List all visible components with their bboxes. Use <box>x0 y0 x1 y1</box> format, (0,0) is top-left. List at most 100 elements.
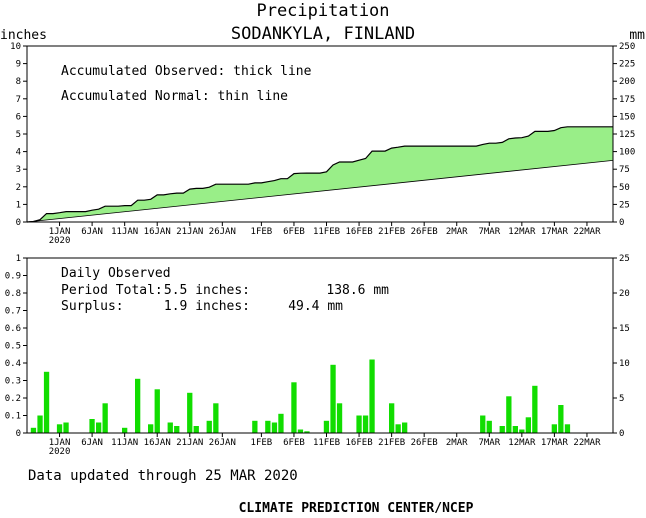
daily-title: Daily Observed <box>61 266 171 281</box>
x-tick-label: 22MAR <box>573 227 601 237</box>
y-tick-label: 0.1 <box>5 412 21 422</box>
daily-bar <box>56 424 63 434</box>
y2-tick-label: 250 <box>619 42 635 52</box>
x-tick-label: 16JAN <box>144 227 171 237</box>
x-tick-label: 12MAR <box>508 438 536 448</box>
y-tick-label: 0 <box>16 429 21 439</box>
daily-bar <box>362 415 369 433</box>
daily-bar <box>278 413 284 434</box>
x-tick-label: 1JAN <box>49 438 71 448</box>
y-tick-label: 0.6 <box>5 324 21 334</box>
daily-bar <box>187 392 193 434</box>
y2-tick-label: 75 <box>619 165 630 175</box>
y-tick-label: 0.5 <box>5 342 21 352</box>
y-tick-label: 8 <box>16 77 21 87</box>
y-tick-label: 5 <box>16 130 21 140</box>
daily-bar <box>193 426 199 433</box>
daily-bar <box>213 403 219 434</box>
x-tick-label: 26JAN <box>209 438 236 448</box>
daily-bar <box>96 422 102 433</box>
x-tick-label: 11JAN <box>111 227 138 237</box>
daily-bar <box>297 429 304 433</box>
daily-bar <box>135 378 141 434</box>
x-tick-label: 6FEB <box>283 438 305 448</box>
accumulated-area-layer <box>26 126 614 223</box>
x-tick-label: 21FEB <box>378 227 405 237</box>
daily-bar <box>389 403 395 434</box>
chart-title: Precipitation <box>256 1 389 21</box>
daily-bar <box>174 426 180 433</box>
daily-bar <box>252 420 258 434</box>
daily-bar <box>37 415 43 433</box>
y2-tick-label: 20 <box>619 289 630 299</box>
y2-tick-label: 15 <box>619 324 630 334</box>
daily-bar <box>330 364 336 434</box>
daily-bar <box>551 424 557 434</box>
observed-line <box>26 126 613 223</box>
left-unit-label: inches <box>0 28 47 43</box>
y2-tick-label: 0 <box>619 429 624 439</box>
daily-bar <box>154 389 160 434</box>
x-tick-label: 16JAN <box>144 438 171 448</box>
y2-tick-label: 225 <box>619 60 635 70</box>
daily-bar <box>506 396 512 434</box>
x-tick-label: 1JAN <box>49 227 71 237</box>
daily-bar <box>206 420 212 434</box>
daily-bar <box>532 385 538 434</box>
x-tick-label: 26FEB <box>411 227 438 237</box>
y-tick-label: 1 <box>16 200 21 210</box>
annotation-observed: Accumulated Observed: thick line <box>61 64 312 79</box>
daily-bar <box>43 371 50 434</box>
daily-bar-layer <box>30 359 571 434</box>
surplus-label: Surplus: <box>61 299 124 314</box>
y2-tick-label: 125 <box>619 130 635 140</box>
accumulated-panel: 0123456789100255075100125150175200225250… <box>10 42 635 246</box>
x-tick-label: 1FEB <box>251 438 273 448</box>
x-tick-label: 21FEB <box>378 438 405 448</box>
y-tick-label: 0.9 <box>5 272 21 282</box>
x-tick-year: 2020 <box>49 447 71 457</box>
x-tick-label: 21JAN <box>176 227 203 237</box>
daily-bar <box>122 427 128 434</box>
daily-bar <box>564 424 571 434</box>
y-tick-label: 4 <box>16 148 21 158</box>
y-tick-label: 2 <box>16 183 21 193</box>
y2-tick-label: 150 <box>619 112 635 122</box>
period-total-label: Period Total: <box>61 283 163 298</box>
daily-bar <box>304 431 310 434</box>
surplus-fill <box>27 126 613 222</box>
daily-bar <box>167 422 173 433</box>
x-tick-label: 7MAR <box>478 227 500 237</box>
y-tick-label: 3 <box>16 165 21 175</box>
x-tick-label: 11FEB <box>313 438 340 448</box>
x-tick-label: 21JAN <box>176 438 203 448</box>
annotation-normal: Accumulated Normal: thin line <box>61 89 288 104</box>
y2-tick-label: 5 <box>619 394 624 404</box>
daily-bar <box>512 426 518 433</box>
y2-tick-label: 50 <box>619 183 630 193</box>
daily-bar <box>402 422 408 433</box>
daily-bar <box>558 405 564 433</box>
daily-bar <box>291 382 297 434</box>
y2-tick-label: 100 <box>619 148 635 158</box>
x-tick-label: 17MAR <box>541 438 569 448</box>
data-updated-note: Data updated through 25 MAR 2020 <box>28 468 298 484</box>
x-tick-label: 16FEB <box>346 227 373 237</box>
credit-line: CLIMATE PREDICTION CENTER/NCEP <box>239 501 474 516</box>
daily-bar <box>486 420 492 434</box>
y-tick-label: 0.7 <box>5 307 21 317</box>
x-tick-label: 17MAR <box>541 227 569 237</box>
x-tick-label: 11JAN <box>111 438 138 448</box>
x-tick-label: 2MAR <box>446 438 468 448</box>
y-tick-label: 0.4 <box>5 359 21 369</box>
daily-bar <box>63 422 69 433</box>
x-tick-year: 2020 <box>49 236 71 246</box>
y-tick-label: 0.8 <box>5 289 21 299</box>
accumulated-axes: 0123456789100255075100125150175200225250… <box>10 42 635 246</box>
daily-bar <box>102 403 108 434</box>
period-total-inches: 5.5 inches: <box>164 283 250 298</box>
daily-bar <box>525 417 531 434</box>
daily-bar <box>480 415 486 433</box>
daily-bar <box>89 419 95 433</box>
